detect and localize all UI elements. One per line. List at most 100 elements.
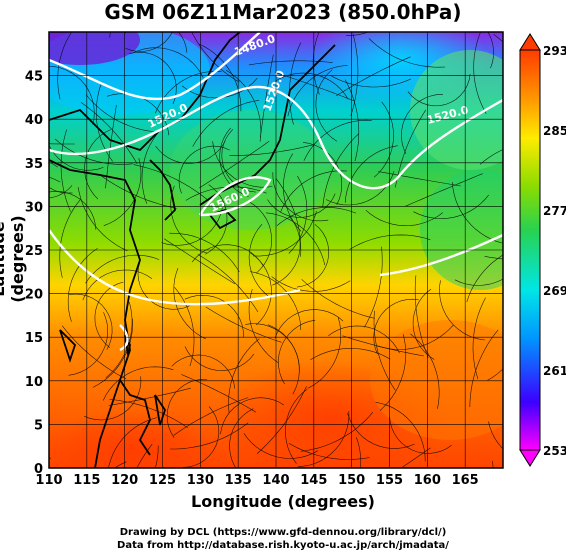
streamline — [181, 374, 257, 413]
streamline — [248, 289, 279, 363]
streamline — [103, 157, 142, 226]
streamline — [473, 32, 487, 114]
streamline — [303, 119, 372, 161]
y-tick-label: 20 — [25, 288, 43, 303]
streamline — [173, 397, 249, 436]
credit-data-source: Data from http://database.rish.kyoto-u.a… — [117, 540, 449, 551]
y-axis-label: Latitude (degrees) — [0, 215, 27, 303]
streamline — [412, 288, 435, 360]
streamline — [346, 32, 370, 36]
y-axis-ticks: 0 5 10 15 20 25 30 35 40 45 — [25, 70, 43, 477]
colorbar-tick-label: 285 — [543, 124, 566, 138]
streamline — [288, 442, 370, 460]
streamline — [125, 32, 173, 52]
x-tick-label: 110 — [35, 473, 62, 488]
streamline — [102, 366, 174, 401]
streamline — [219, 127, 249, 197]
streamline — [205, 306, 282, 343]
streamline — [401, 94, 444, 154]
streamline — [49, 190, 97, 230]
streamline — [109, 399, 188, 429]
y-tick-label: 40 — [25, 113, 43, 128]
streamline — [131, 47, 204, 78]
streamline — [128, 51, 177, 105]
y-tick-label: 5 — [34, 418, 43, 433]
streamline — [373, 310, 396, 391]
streamline — [198, 43, 242, 112]
streamline — [414, 275, 429, 358]
streamline — [271, 276, 351, 292]
streamline — [199, 141, 270, 189]
streamline — [170, 185, 207, 254]
streamline — [487, 32, 494, 69]
streamline — [174, 287, 195, 367]
streamline — [265, 212, 326, 266]
x-tick-label: 120 — [111, 473, 138, 488]
streamline — [85, 94, 159, 133]
streamline — [68, 312, 109, 376]
streamline — [84, 129, 111, 200]
streamline — [83, 376, 142, 421]
x-tick-label: 155 — [376, 473, 403, 488]
streamline — [182, 406, 220, 468]
x-tick-label: 140 — [262, 473, 289, 488]
streamline — [410, 333, 440, 409]
x-tick-label: 165 — [452, 473, 479, 488]
streamline — [315, 69, 337, 142]
streamline — [248, 224, 271, 299]
streamline — [302, 142, 342, 205]
y-tick-label: 25 — [25, 244, 43, 259]
streamline — [439, 280, 485, 341]
streamline — [344, 145, 398, 203]
streamline — [108, 417, 158, 468]
streamline — [378, 171, 461, 187]
streamline — [82, 269, 153, 301]
y-tick-label: 10 — [25, 375, 43, 390]
streamline — [267, 193, 336, 218]
colorbar-tick-label: 253 — [543, 444, 566, 458]
streamline — [365, 209, 443, 227]
colorbar-tick-label: 277 — [543, 204, 566, 218]
streamline — [287, 65, 348, 117]
streamline — [487, 368, 503, 381]
y-tick-label: 30 — [25, 200, 43, 215]
streamline — [300, 412, 374, 452]
streamline — [106, 93, 170, 136]
colorbar-bar — [519, 49, 541, 451]
streamline — [389, 416, 452, 454]
streamline — [54, 138, 133, 165]
streamline — [375, 401, 426, 462]
y-tick-label: 0 — [34, 462, 43, 477]
streamline — [191, 244, 264, 266]
streamline — [454, 278, 503, 286]
streamline — [452, 182, 503, 244]
streamline — [155, 140, 226, 164]
y-tick-label: 45 — [25, 70, 43, 85]
streamline — [256, 386, 307, 454]
streamline — [155, 445, 159, 468]
y-tick-label: 15 — [25, 331, 43, 346]
streamline — [400, 447, 431, 468]
streamline — [124, 32, 188, 53]
credit-drawing: Drawing by DCL (https://www.gfd-dennou.o… — [119, 527, 447, 538]
streamline — [350, 33, 359, 117]
streamline — [225, 69, 262, 142]
colorbar-tick-label: 293 — [543, 44, 566, 58]
colorbar: 293 285 277 269 261 253 — [519, 33, 566, 467]
streamline — [228, 338, 260, 414]
streamline — [253, 211, 317, 257]
colorbar-tick-label: 269 — [543, 284, 566, 298]
streamline — [105, 104, 117, 189]
streamline — [163, 238, 236, 285]
streamline — [49, 456, 51, 459]
colorbar-top-arrow — [519, 33, 541, 51]
x-tick-label: 115 — [73, 473, 100, 488]
streamline — [484, 256, 503, 260]
streamline — [296, 224, 330, 288]
streamline — [136, 443, 153, 468]
streamline — [336, 56, 411, 97]
streamline — [220, 397, 284, 435]
y-tick-label: 35 — [25, 157, 43, 172]
streamline — [60, 129, 71, 212]
streamline — [280, 170, 348, 213]
